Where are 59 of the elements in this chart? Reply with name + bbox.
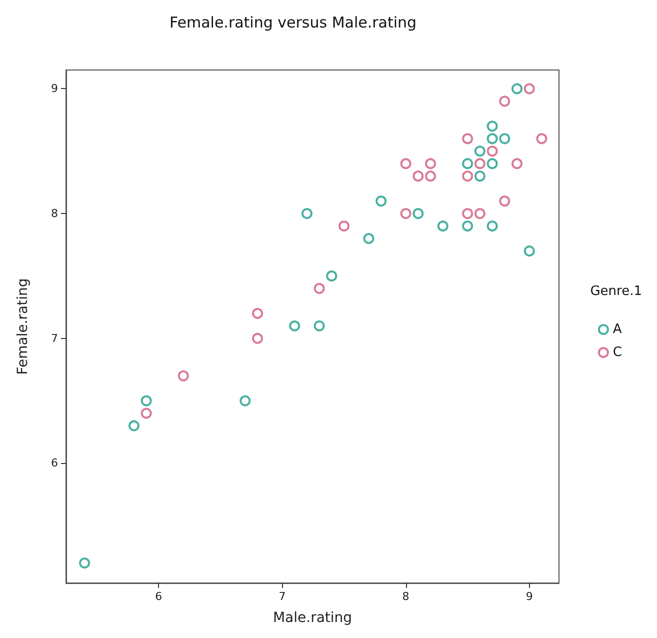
point <box>128 420 140 432</box>
point <box>474 208 486 220</box>
y-tick-label: 9 <box>51 82 58 96</box>
legend-label: C <box>612 345 622 360</box>
point <box>486 220 498 232</box>
legend-label: A <box>612 322 622 337</box>
point <box>474 146 486 157</box>
y-tick-label: 8 <box>51 207 58 220</box>
point <box>412 208 424 220</box>
point <box>462 158 474 170</box>
x-tick-label: 7 <box>278 590 286 603</box>
point <box>524 245 535 256</box>
x-tick-label: 9 <box>526 590 533 603</box>
y-tick-label: 6 <box>51 456 58 470</box>
point <box>338 220 350 232</box>
x-tick-label: 8 <box>402 590 410 603</box>
chart-title: Female.rating versus Male.rating <box>169 14 417 32</box>
legend-title: Genre.1 <box>590 284 642 299</box>
point <box>499 133 510 144</box>
point <box>400 158 412 170</box>
point <box>425 158 436 170</box>
point <box>499 96 510 107</box>
point <box>474 170 486 182</box>
point <box>376 196 387 207</box>
point <box>486 158 498 170</box>
point <box>512 158 522 170</box>
point <box>462 220 474 232</box>
point <box>140 408 152 419</box>
point <box>474 158 486 170</box>
point <box>524 83 535 94</box>
point <box>462 208 474 220</box>
point <box>437 220 448 232</box>
point <box>240 395 251 406</box>
point <box>363 233 374 244</box>
x-axis-title: Male.rating <box>272 610 352 626</box>
point <box>486 120 498 132</box>
point <box>252 308 264 319</box>
x-tick-label: 6 <box>155 590 162 603</box>
point <box>400 208 412 220</box>
point <box>462 133 474 144</box>
point <box>314 282 325 294</box>
y-tick-label: 7 <box>51 332 58 345</box>
point <box>486 133 498 144</box>
point <box>425 170 436 182</box>
point <box>314 320 325 332</box>
point <box>499 196 510 207</box>
point <box>252 332 264 344</box>
point <box>486 146 498 157</box>
point <box>178 370 189 382</box>
point <box>536 133 548 144</box>
point <box>289 320 300 332</box>
point <box>140 395 152 406</box>
point <box>412 170 424 182</box>
point <box>326 270 338 282</box>
y-axis-title: Female.rating <box>15 278 31 375</box>
point <box>79 558 90 569</box>
point <box>301 208 312 220</box>
point <box>462 170 474 182</box>
point <box>512 83 522 94</box>
